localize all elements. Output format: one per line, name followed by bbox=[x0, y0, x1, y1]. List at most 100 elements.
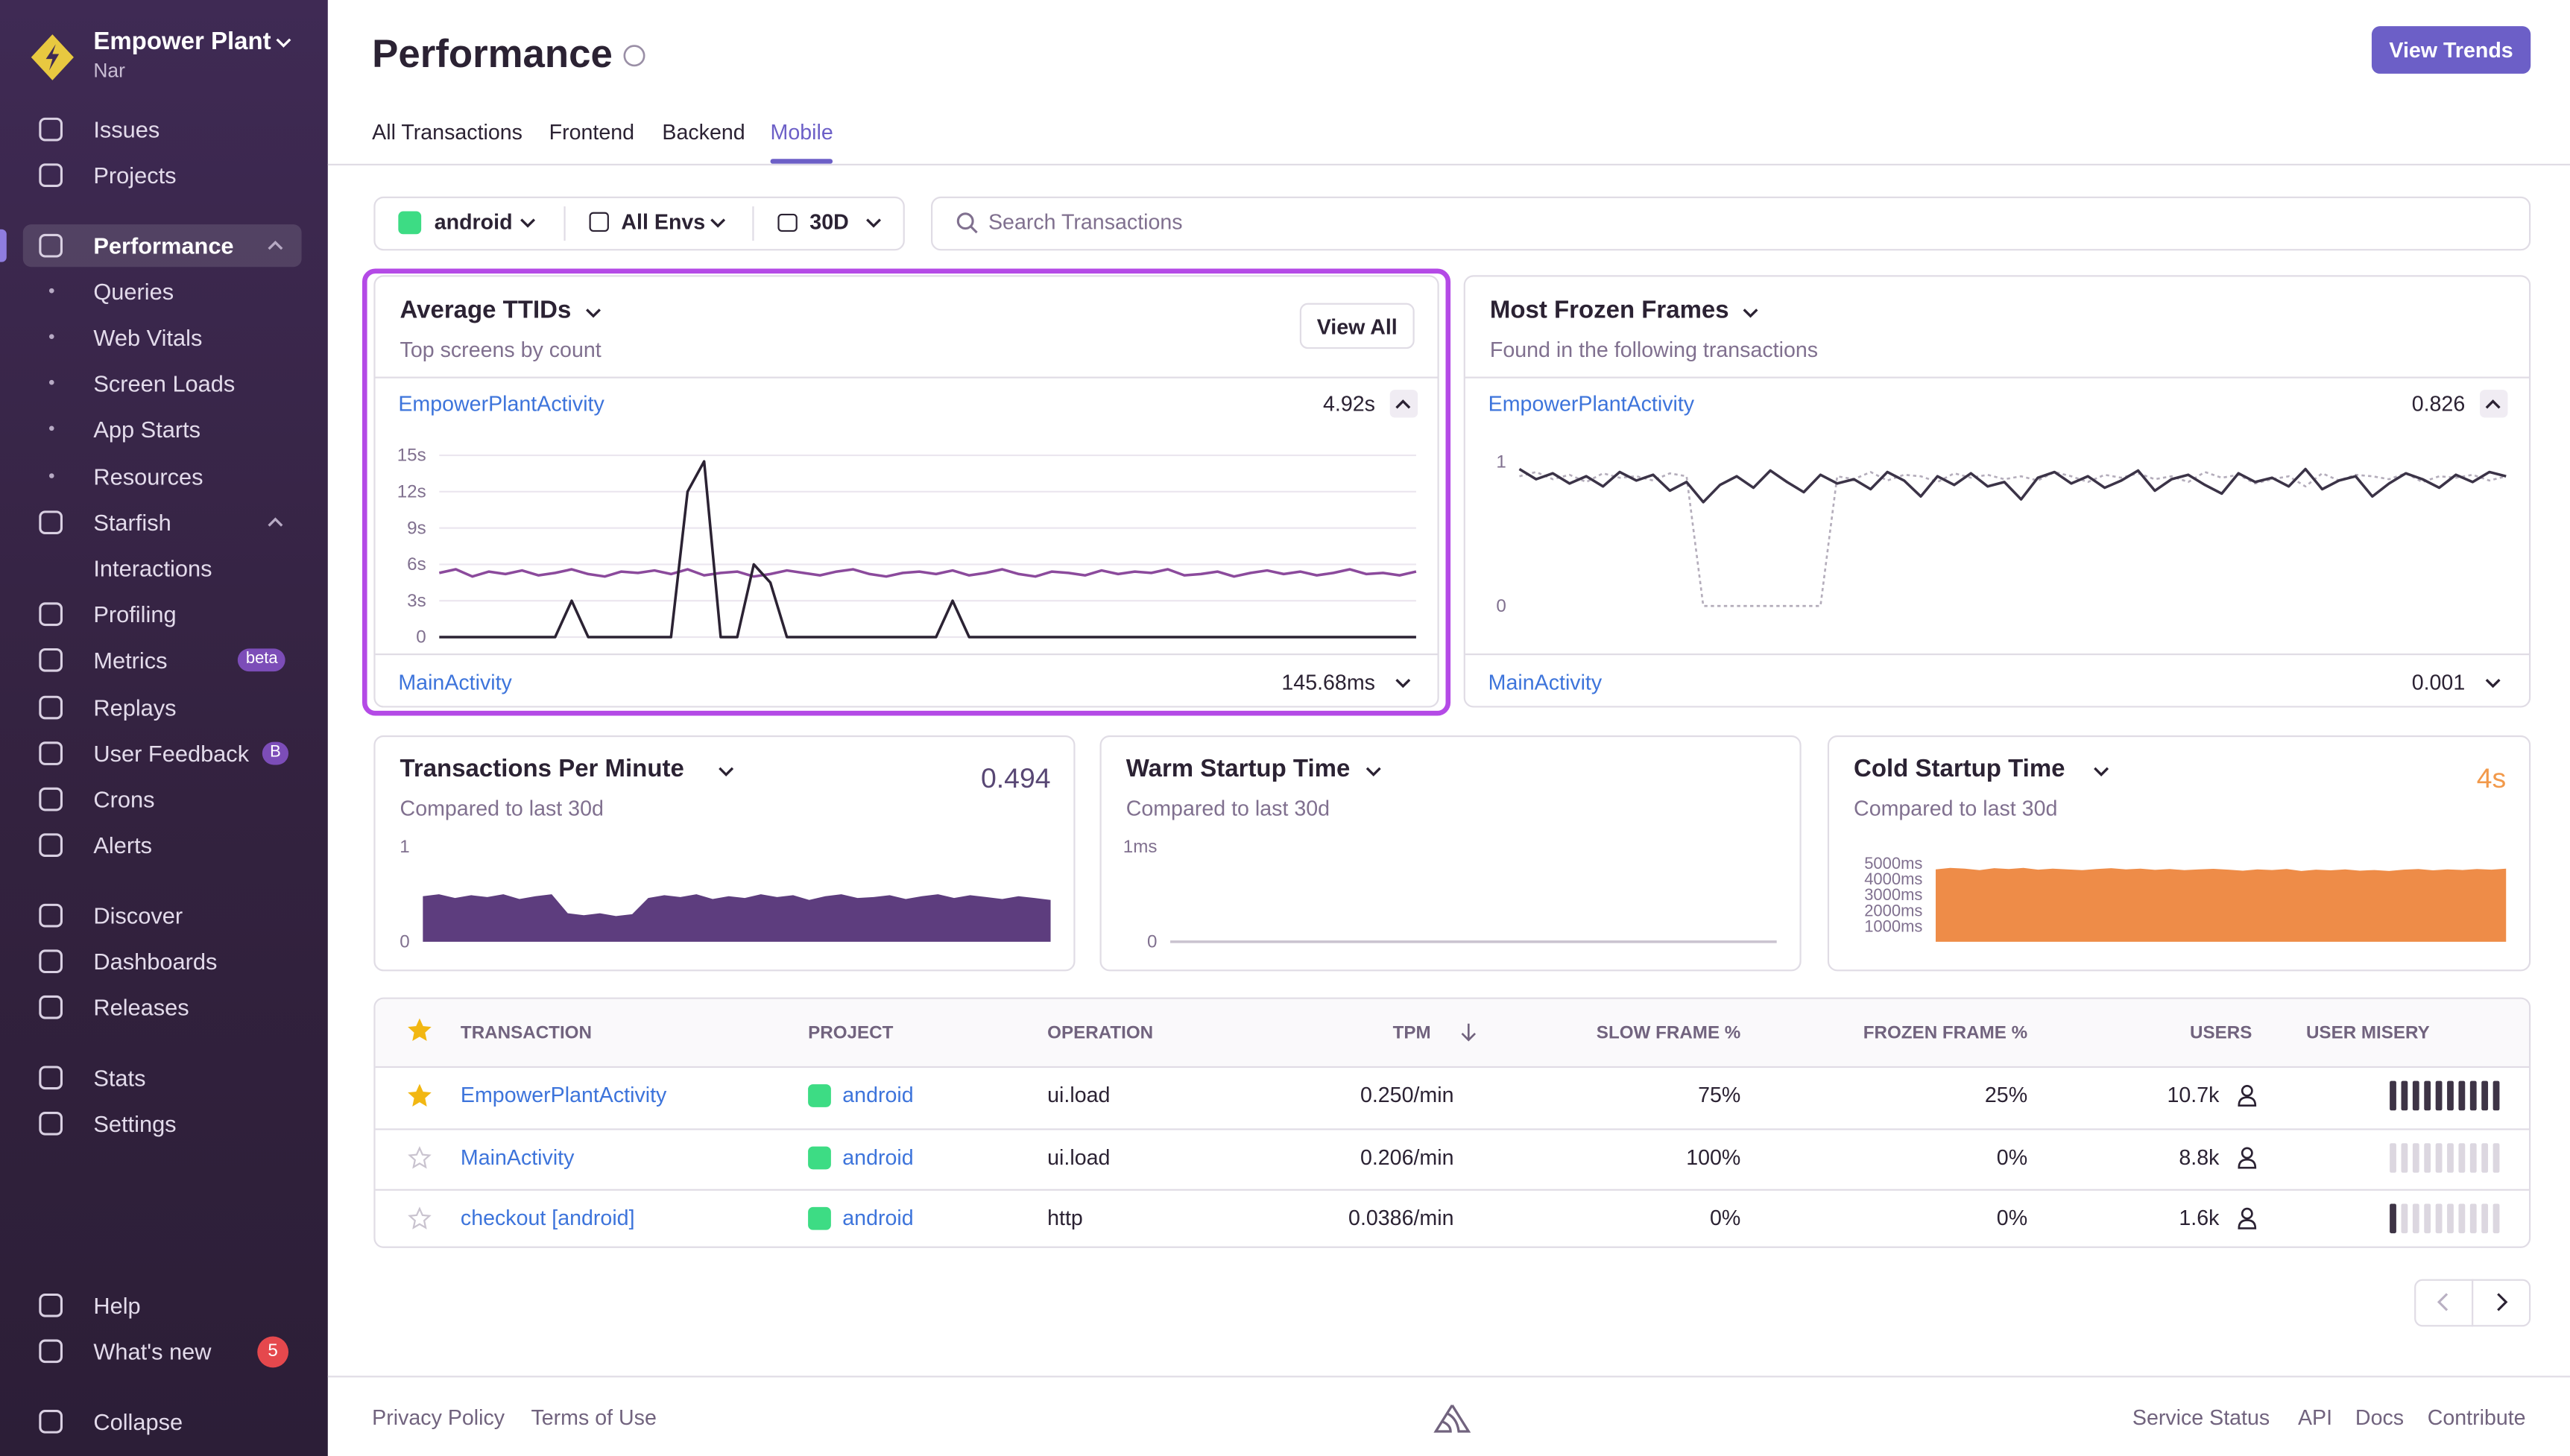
project-filter[interactable]: android bbox=[434, 209, 513, 235]
tab[interactable]: Mobile bbox=[770, 119, 833, 145]
cell-slow-frame: 75% bbox=[1698, 1082, 1741, 1107]
cell-project[interactable]: android bbox=[842, 1205, 914, 1230]
nav-icon-shape bbox=[39, 741, 63, 765]
misery-segment bbox=[2492, 1080, 2500, 1111]
nav-item[interactable]: Alerts bbox=[93, 832, 153, 858]
nav-item[interactable]: Stats bbox=[93, 1064, 146, 1091]
tab[interactable]: Frontend bbox=[549, 119, 635, 145]
cell-project[interactable]: android bbox=[842, 1082, 914, 1107]
widget-title[interactable]: Cold Startup Time bbox=[1854, 755, 2065, 783]
misery-segment bbox=[2492, 1142, 2500, 1172]
footer-link[interactable]: Contribute bbox=[2427, 1405, 2526, 1430]
cell-frozen-frame: 0% bbox=[1996, 1205, 2028, 1230]
nav-item[interactable]: User Feedback bbox=[93, 740, 250, 767]
cell-users: 1.6k bbox=[2179, 1205, 2220, 1230]
nav-item[interactable]: Interactions bbox=[93, 555, 212, 582]
misery-segment bbox=[2469, 1203, 2477, 1234]
cell-frozen-frame: 0% bbox=[1996, 1144, 2028, 1169]
row-value: 0.826 bbox=[2411, 391, 2466, 417]
footer-link[interactable]: Service Status bbox=[2132, 1405, 2270, 1430]
tab[interactable]: Backend bbox=[662, 119, 745, 145]
user-icon bbox=[2238, 1084, 2257, 1107]
widget-divider bbox=[375, 376, 1438, 379]
chart: 0 3s 6s 9s 12s 15s bbox=[397, 446, 1417, 648]
nav-icon bbox=[39, 949, 63, 974]
footer-link[interactable]: Privacy Policy bbox=[372, 1405, 505, 1430]
nav-item[interactable]: Releases bbox=[93, 994, 189, 1021]
nav-item[interactable]: Issues bbox=[93, 116, 160, 143]
widget-action[interactable]: View All bbox=[1299, 303, 1415, 349]
widget-title[interactable]: Average TTIDs bbox=[400, 296, 572, 325]
nav-item[interactable]: Starfish bbox=[93, 509, 171, 536]
row-link[interactable]: MainActivity bbox=[398, 669, 512, 694]
nav-item[interactable]: Settings bbox=[93, 1110, 177, 1137]
cell-transaction[interactable]: MainActivity bbox=[460, 1144, 575, 1169]
nav-icon-shape bbox=[39, 510, 63, 534]
view-trends-button[interactable]: View Trends bbox=[2371, 26, 2531, 74]
widget-title[interactable]: Transactions Per Minute bbox=[400, 755, 684, 783]
user-body bbox=[2238, 1219, 2257, 1229]
nav-item[interactable]: Web Vitals bbox=[93, 324, 203, 351]
nav-item[interactable]: Crons bbox=[93, 786, 155, 813]
column-header[interactable]: SLOW FRAME % bbox=[1596, 1023, 1741, 1044]
nav-item[interactable]: Metrics bbox=[93, 647, 168, 674]
row-link[interactable]: EmpowerPlantActivity bbox=[1488, 391, 1695, 417]
y-tick-label: 0 bbox=[1147, 932, 1157, 952]
search-box[interactable] bbox=[931, 196, 2531, 251]
footer-link[interactable]: Terms of Use bbox=[531, 1405, 657, 1430]
tab[interactable]: All Transactions bbox=[372, 119, 522, 145]
nav-item[interactable]: App Starts bbox=[93, 416, 201, 443]
android-icon bbox=[808, 1145, 831, 1169]
misery-bar bbox=[2390, 1203, 2500, 1234]
nav-item[interactable]: Screen Loads bbox=[93, 370, 236, 396]
nav-icon bbox=[39, 117, 63, 142]
footer-link[interactable]: API bbox=[2297, 1405, 2333, 1430]
nav-icon bbox=[39, 833, 63, 857]
nav-item[interactable]: What's new bbox=[93, 1338, 212, 1364]
nav-icon bbox=[39, 1339, 63, 1364]
chevron-path bbox=[710, 218, 726, 228]
chart: 01 bbox=[1496, 452, 2507, 616]
nav-item[interactable]: Projects bbox=[93, 162, 177, 189]
cell-transaction[interactable]: EmpowerPlantActivity bbox=[460, 1082, 667, 1107]
env-filter[interactable]: All Envs bbox=[621, 209, 706, 235]
misery-bar bbox=[2390, 1142, 2500, 1172]
misery-segment bbox=[2401, 1142, 2408, 1172]
nav-item[interactable]: Profiling bbox=[93, 601, 177, 627]
line bbox=[1519, 471, 2507, 607]
column-header[interactable]: OPERATION bbox=[1047, 1023, 1154, 1044]
user-head bbox=[2241, 1146, 2253, 1159]
nav-icon-shape bbox=[39, 787, 63, 811]
area bbox=[423, 894, 1051, 942]
cell-transaction[interactable]: checkout [android] bbox=[460, 1205, 635, 1230]
cell-tpm: 0.206/min bbox=[1360, 1144, 1454, 1169]
column-header[interactable]: USERS bbox=[2190, 1023, 2252, 1044]
nav-item[interactable]: Discover bbox=[93, 902, 183, 929]
row-divider bbox=[375, 1188, 2530, 1191]
footer-link[interactable]: Docs bbox=[2355, 1405, 2405, 1430]
widget-title[interactable]: Most Frozen Frames bbox=[1489, 296, 1729, 325]
nav-item[interactable]: Resources bbox=[93, 463, 203, 490]
nav-item[interactable]: Replays bbox=[93, 694, 177, 721]
nav-item[interactable]: Queries bbox=[93, 278, 174, 305]
nav-item[interactable]: Performance bbox=[93, 232, 234, 259]
nav-icon-shape bbox=[39, 695, 63, 720]
help-icon bbox=[623, 45, 645, 67]
row-link[interactable]: MainActivity bbox=[1488, 669, 1603, 694]
column-header[interactable]: FROZEN FRAME % bbox=[1863, 1023, 2028, 1044]
nav-item[interactable]: Help bbox=[93, 1292, 141, 1319]
column-header[interactable]: TPM bbox=[1392, 1023, 1431, 1044]
misery-segment bbox=[2435, 1203, 2443, 1234]
chevron-path bbox=[2485, 678, 2501, 689]
period-filter[interactable]: 30D bbox=[809, 209, 849, 235]
y-tick-label: 3000ms bbox=[1864, 885, 1922, 904]
row-link[interactable]: EmpowerPlantActivity bbox=[398, 391, 604, 417]
column-header[interactable]: PROJECT bbox=[808, 1023, 894, 1044]
column-header[interactable]: USER MISERY bbox=[2305, 1023, 2430, 1044]
nav-item[interactable]: Collapse bbox=[93, 1408, 183, 1435]
nav-item[interactable]: Dashboards bbox=[93, 948, 218, 975]
cell-project[interactable]: android bbox=[842, 1144, 914, 1169]
column-header[interactable]: TRANSACTION bbox=[460, 1023, 592, 1044]
widget-title[interactable]: Warm Startup Time bbox=[1125, 755, 1351, 783]
nav-icon-shape bbox=[39, 903, 63, 928]
